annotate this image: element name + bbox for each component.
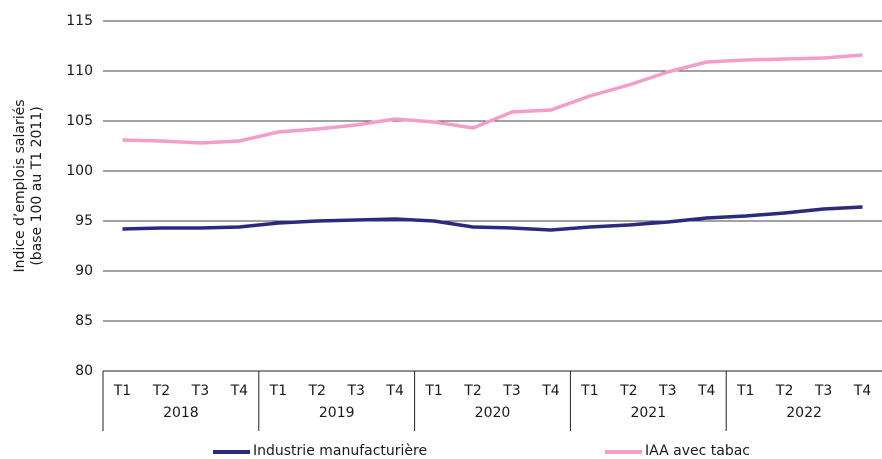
x-tick-label: T1 <box>269 383 287 399</box>
x-tick-label: T4 <box>385 383 404 399</box>
x-tick-label: T2 <box>775 383 793 399</box>
series-line <box>122 205 863 232</box>
x-tick-label: T3 <box>502 383 520 399</box>
y-tick-label: 90 <box>75 263 93 279</box>
y-tick-label: 105 <box>66 113 93 129</box>
x-tick-label: T4 <box>230 383 249 399</box>
legend-label: Industrie manufacturière <box>253 443 427 459</box>
x-tick-label: T2 <box>152 383 170 399</box>
x-tick-label: T3 <box>658 383 676 399</box>
x-tick-label: T2 <box>307 383 325 399</box>
x-tick-label: T1 <box>113 383 131 399</box>
x-tick-label: T2 <box>463 383 481 399</box>
y-axis-label: (base 100 au T1 2011) <box>29 106 45 265</box>
x-group-label: 2018 <box>163 405 199 421</box>
legend-label: IAA avec tabac <box>645 443 750 459</box>
y-tick-label: 85 <box>75 313 93 329</box>
x-group-label: 2022 <box>786 405 822 421</box>
x-tick-label: T1 <box>580 383 598 399</box>
y-axis-label: Indice d’emplois salariés <box>12 100 28 273</box>
x-tick-label: T1 <box>424 383 442 399</box>
y-tick-label: 100 <box>66 163 93 179</box>
x-tick-label: T3 <box>814 383 832 399</box>
y-tick-label: 80 <box>75 363 93 379</box>
series-line <box>122 53 863 145</box>
x-group-label: 2021 <box>630 405 666 421</box>
x-tick-label: T1 <box>736 383 754 399</box>
x-tick-label: T4 <box>541 383 560 399</box>
x-group-label: 2020 <box>475 405 511 421</box>
x-tick-label: T2 <box>619 383 637 399</box>
x-tick-label: T4 <box>853 383 872 399</box>
x-tick-label: T3 <box>191 383 209 399</box>
y-tick-label: 110 <box>66 63 93 79</box>
y-tick-label: 95 <box>75 213 93 229</box>
x-tick-label: T3 <box>346 383 364 399</box>
x-tick-label: T4 <box>697 383 716 399</box>
y-tick-label: 115 <box>66 13 93 29</box>
x-group-label: 2019 <box>319 405 355 421</box>
